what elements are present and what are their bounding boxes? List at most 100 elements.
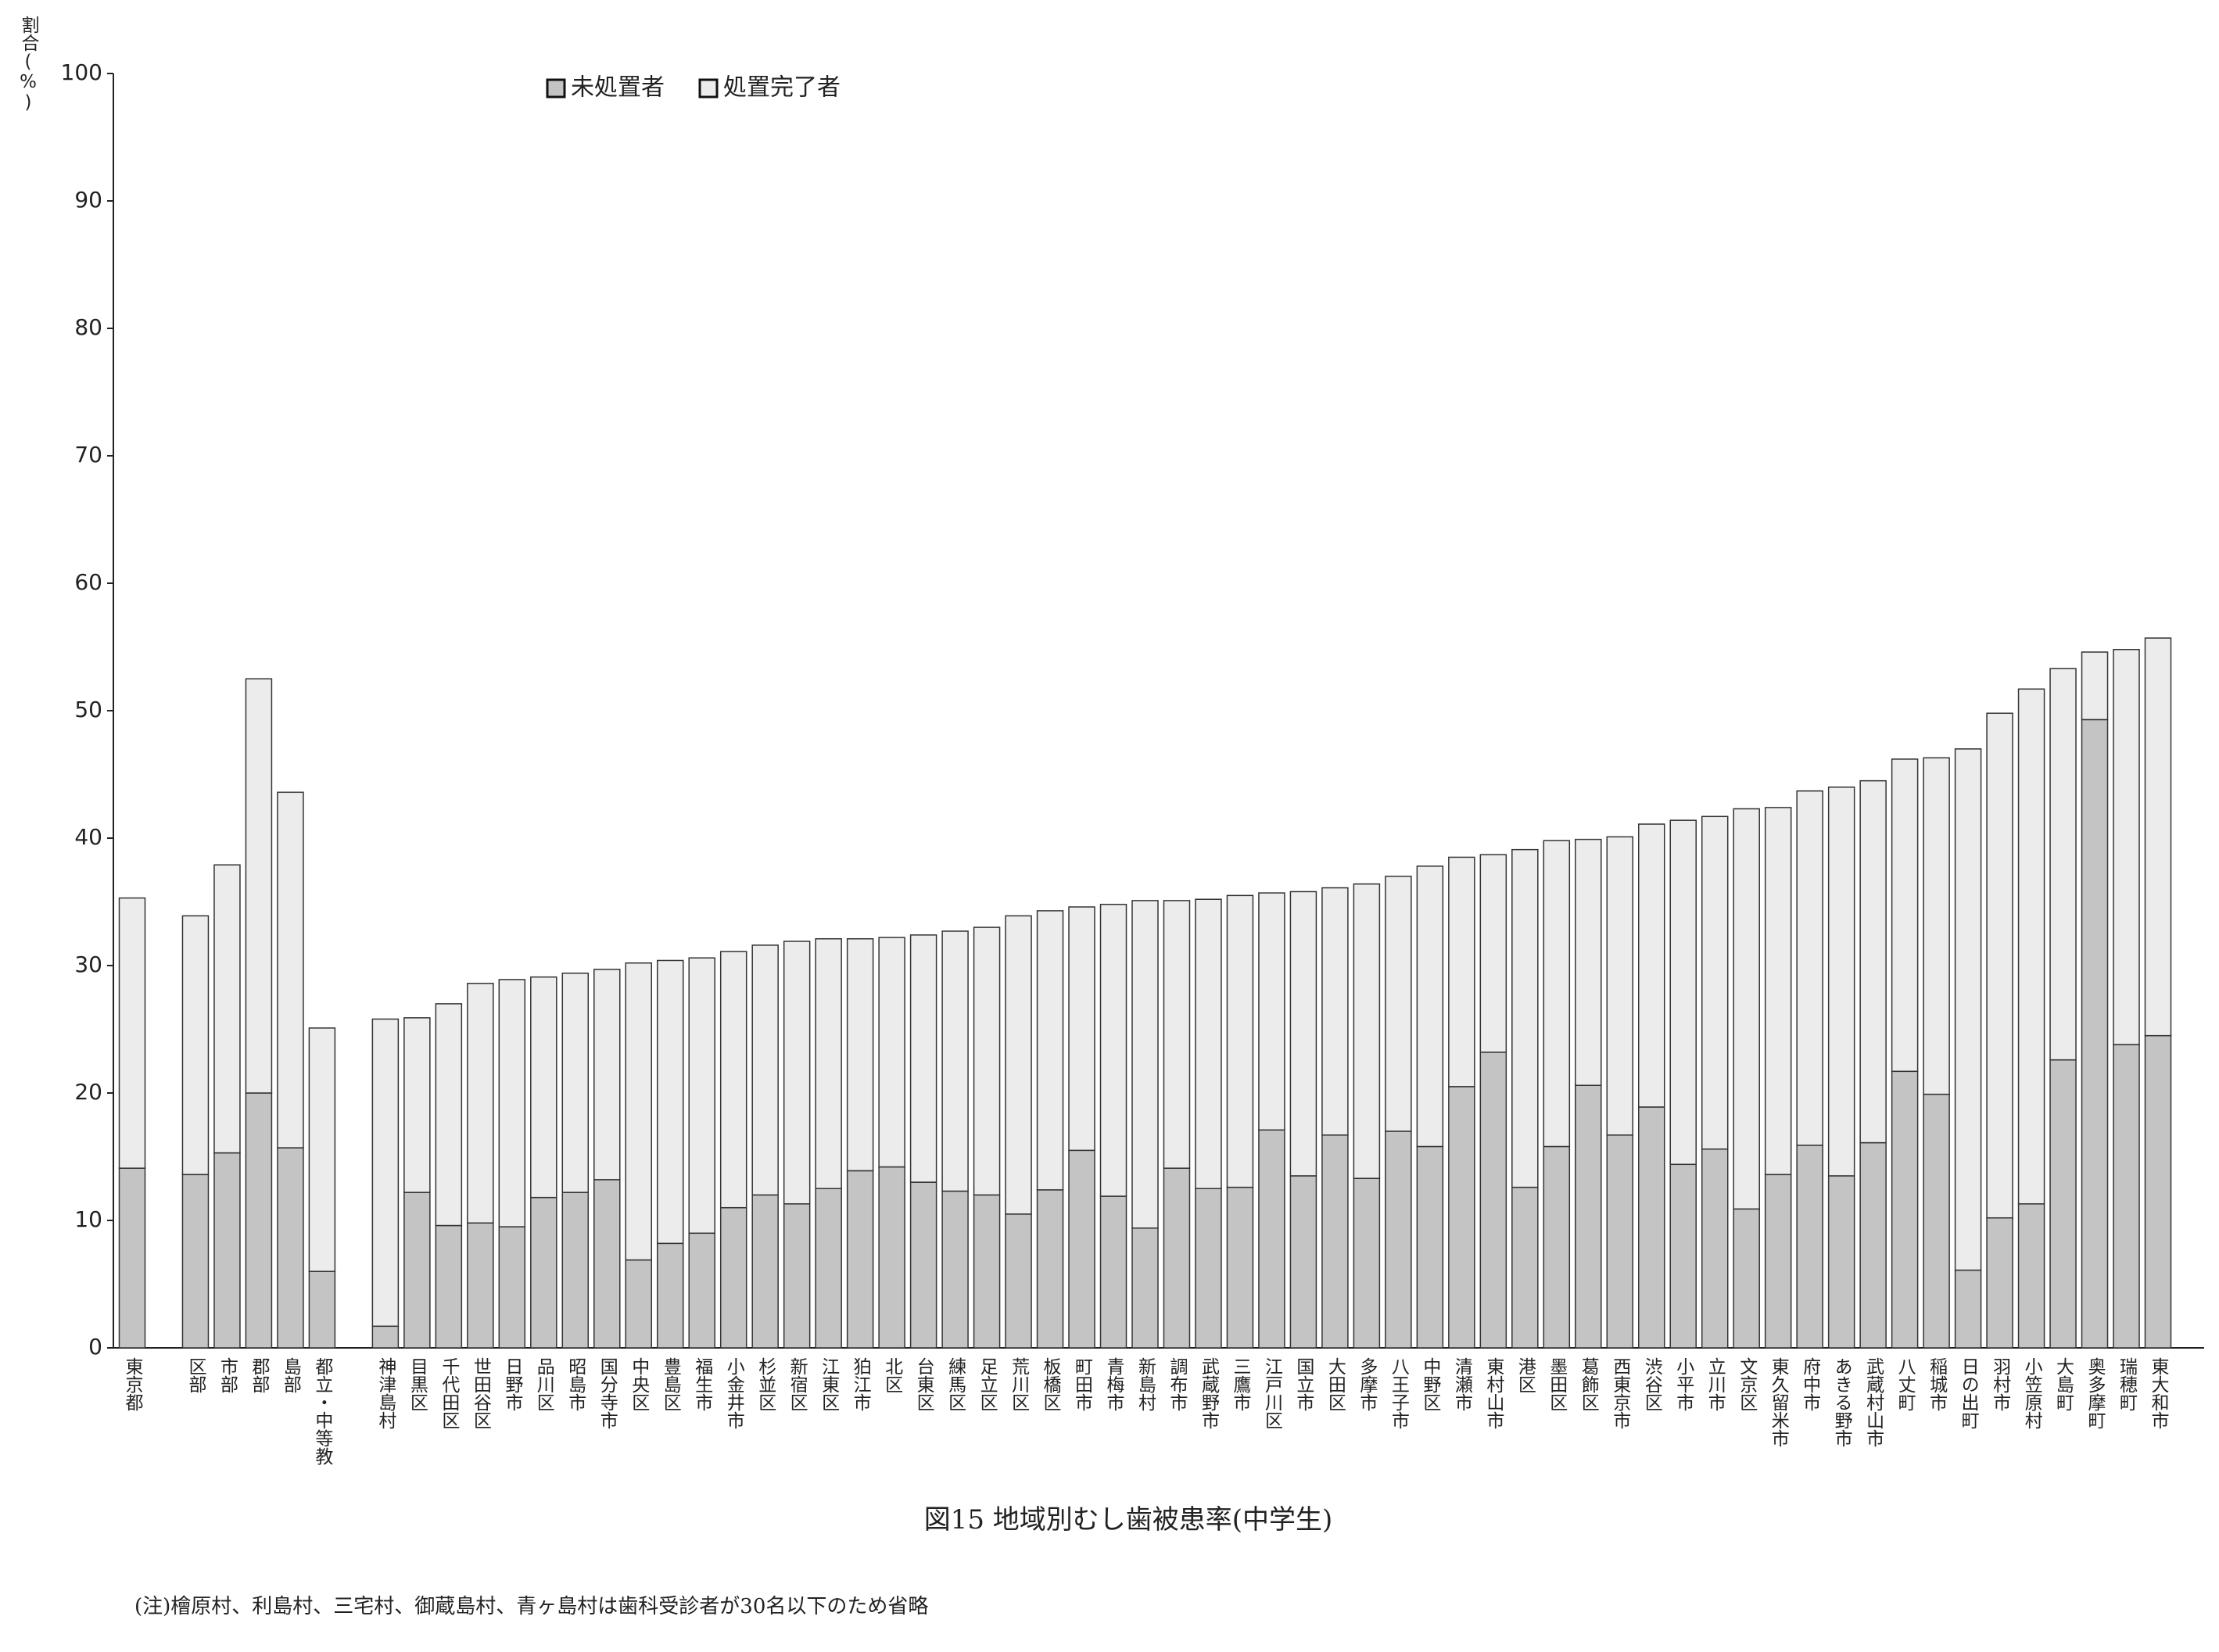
x-tick-label: 三鷹市 <box>1230 1357 1252 1411</box>
x-tick-label: 狛江市 <box>850 1357 872 1411</box>
bar-segment <box>1448 1086 1475 1349</box>
bar-segment <box>751 1194 779 1349</box>
bar-segment <box>1954 748 1982 1271</box>
x-tick-label: 調布市 <box>1167 1357 1188 1411</box>
bar-segment <box>1511 1186 1539 1349</box>
x-tick-label: 八丈町 <box>1895 1357 1916 1411</box>
bar-segment <box>403 1017 431 1193</box>
bar-segment <box>688 1232 715 1349</box>
bar-segment <box>1321 887 1349 1136</box>
bar-segment <box>1068 1149 1095 1349</box>
bar-segment <box>1448 856 1475 1088</box>
bar-segment <box>878 1166 905 1349</box>
bar-segment <box>371 1325 400 1349</box>
bar-segment <box>1353 1177 1381 1349</box>
bar-segment <box>1543 840 1571 1148</box>
bar-segment <box>1099 904 1127 1197</box>
bar-segment <box>846 938 874 1172</box>
x-tick-label: 大田区 <box>1325 1357 1346 1411</box>
x-tick-label: 郡部 <box>249 1357 271 1393</box>
bar-segment <box>1226 1186 1254 1349</box>
bar-segment <box>2081 718 2109 1349</box>
bar-segment <box>1701 815 1729 1150</box>
bar-segment <box>181 915 210 1176</box>
bar-segment <box>2144 1034 2172 1349</box>
bar-segment <box>245 678 273 1094</box>
y-tick-label: 0 <box>88 1334 102 1360</box>
x-tick-label: 瑞穂町 <box>2117 1357 2138 1411</box>
bar-segment <box>625 962 652 1261</box>
bar-segment <box>1575 838 1602 1086</box>
bar-segment <box>593 1179 621 1349</box>
bar-segment <box>1068 906 1095 1152</box>
bar-segment <box>815 1188 842 1349</box>
bar-segment <box>1796 1145 1823 1349</box>
bar-segment <box>435 1003 463 1227</box>
bar-segment <box>1733 1208 1760 1349</box>
bar-segment <box>213 1152 241 1349</box>
bar-segment <box>2081 651 2109 721</box>
bar-segment <box>1701 1148 1729 1349</box>
x-tick-label: 武蔵村山市 <box>1863 1357 1885 1447</box>
x-tick-label: 市部 <box>217 1357 238 1393</box>
x-tick-label: 日野市 <box>502 1357 524 1411</box>
legend-swatch <box>546 78 566 99</box>
chart-title: 図15 地域別むし歯被患率(中学生) <box>924 1504 1333 1536</box>
x-tick-label: 昭島市 <box>565 1357 586 1411</box>
bar-segment <box>1669 819 1697 1166</box>
bar-segment <box>1385 876 1412 1132</box>
bar-segment <box>1479 854 1507 1053</box>
x-tick-label: 練馬区 <box>945 1357 967 1411</box>
bar-segment <box>1606 836 1634 1136</box>
x-tick-label: 東大和市 <box>2148 1357 2170 1429</box>
bar-segment <box>561 1192 590 1349</box>
bar-segment <box>973 1194 1001 1349</box>
bar-segment <box>909 934 937 1183</box>
note: (注)檜原村、利島村、三宅村、御蔵島村、青ヶ島村は歯科受診者が30名以下のため省… <box>134 1595 928 1618</box>
x-tick-label: 台東区 <box>913 1357 935 1411</box>
bar-segment <box>973 926 1001 1196</box>
bar-segment <box>1638 823 1665 1108</box>
x-tick-label: 福生市 <box>692 1357 714 1411</box>
bar-segment <box>2049 1059 2077 1349</box>
x-tick-label: 区部 <box>185 1357 206 1393</box>
bar-segment <box>1827 1175 1855 1349</box>
x-tick-label: 小笠原村 <box>2021 1357 2043 1429</box>
y-tick-label: 30 <box>74 951 102 977</box>
bar-segment <box>2113 1044 2140 1349</box>
bar-segment <box>277 791 304 1149</box>
bar-segment <box>1163 1167 1191 1349</box>
bar-segment <box>530 976 557 1199</box>
x-tick-label: 渋谷区 <box>1641 1357 1663 1411</box>
x-tick-label: 清瀬市 <box>1451 1357 1473 1411</box>
x-tick-label: 足立区 <box>977 1357 998 1411</box>
x-tick-label: 東村山市 <box>1483 1357 1505 1429</box>
bar-segment <box>1796 790 1823 1146</box>
x-tick-label: 国立市 <box>1293 1357 1314 1411</box>
bar-segment <box>1923 757 1950 1095</box>
y-tick-label: 40 <box>74 824 102 850</box>
x-tick-label: 国分寺市 <box>597 1357 618 1429</box>
bar-segment <box>308 1270 336 1349</box>
bar-segment <box>1163 900 1191 1169</box>
x-tick-label: 東久留米市 <box>1768 1357 1790 1447</box>
y-tick-label: 70 <box>74 442 102 468</box>
bar-segment <box>1891 758 1919 1073</box>
bar-segment <box>783 941 811 1205</box>
bar-segment <box>1923 1093 1950 1349</box>
x-tick-label: 西東京市 <box>1610 1357 1632 1429</box>
bar-segment <box>371 1018 400 1328</box>
x-tick-label: 小平市 <box>1673 1357 1695 1411</box>
bar-segment <box>277 1147 304 1349</box>
y-tick-label: 10 <box>74 1206 102 1232</box>
bar-segment <box>751 944 779 1196</box>
x-tick-label: 杉並区 <box>755 1357 777 1411</box>
bar-segment <box>435 1224 463 1349</box>
bar-segment <box>1005 915 1032 1215</box>
x-tick-label: 葛飾区 <box>1578 1357 1600 1411</box>
bar-segment <box>2113 649 2140 1045</box>
bar-segment <box>1891 1070 1919 1349</box>
y-tick-label: 20 <box>74 1079 102 1105</box>
x-tick-label: 町田市 <box>1072 1357 1093 1411</box>
